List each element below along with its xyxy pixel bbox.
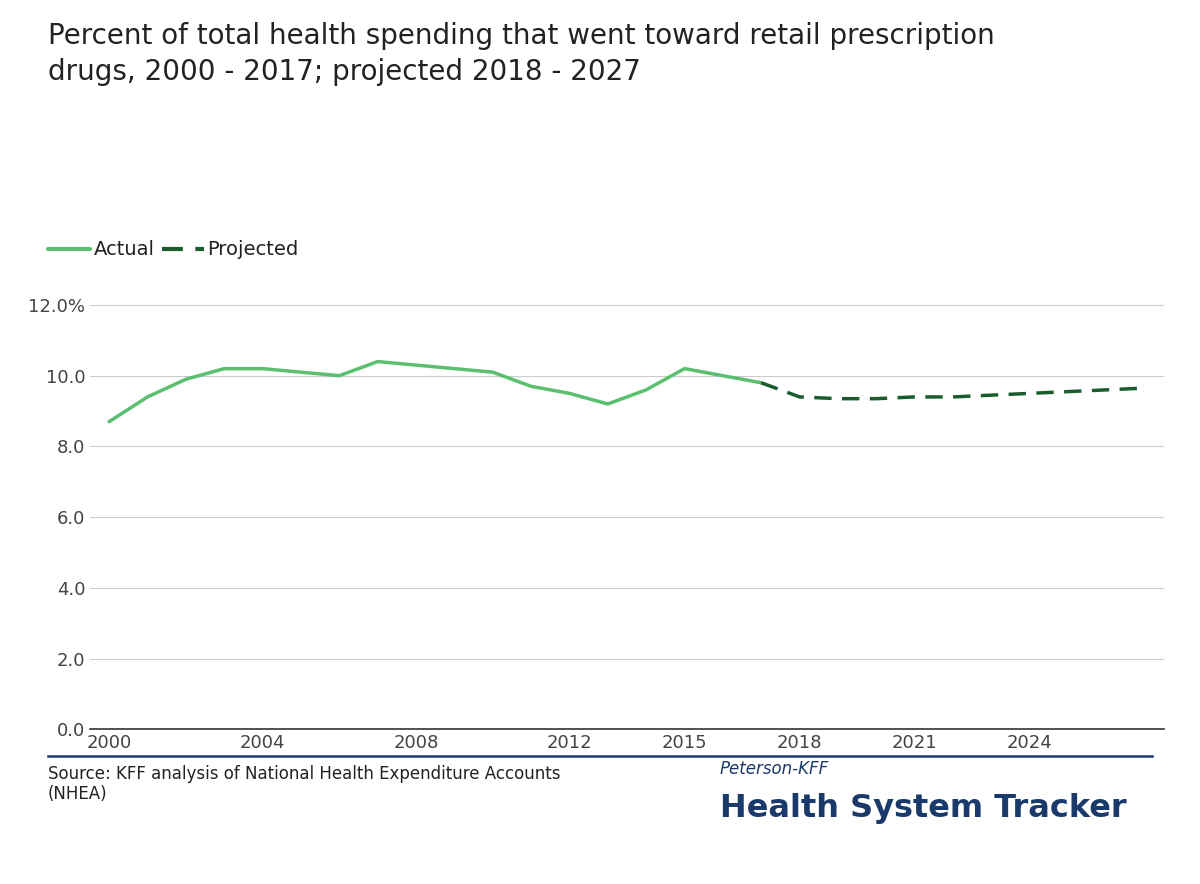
Text: Source: KFF analysis of National Health Expenditure Accounts
(NHEA): Source: KFF analysis of National Health … — [48, 765, 560, 804]
Text: Projected: Projected — [208, 240, 299, 259]
Text: Health System Tracker: Health System Tracker — [720, 793, 1127, 824]
Text: Actual: Actual — [94, 240, 155, 259]
Text: Peterson-KFF: Peterson-KFF — [720, 760, 829, 778]
Text: Percent of total health spending that went toward retail prescription
drugs, 200: Percent of total health spending that we… — [48, 22, 995, 86]
